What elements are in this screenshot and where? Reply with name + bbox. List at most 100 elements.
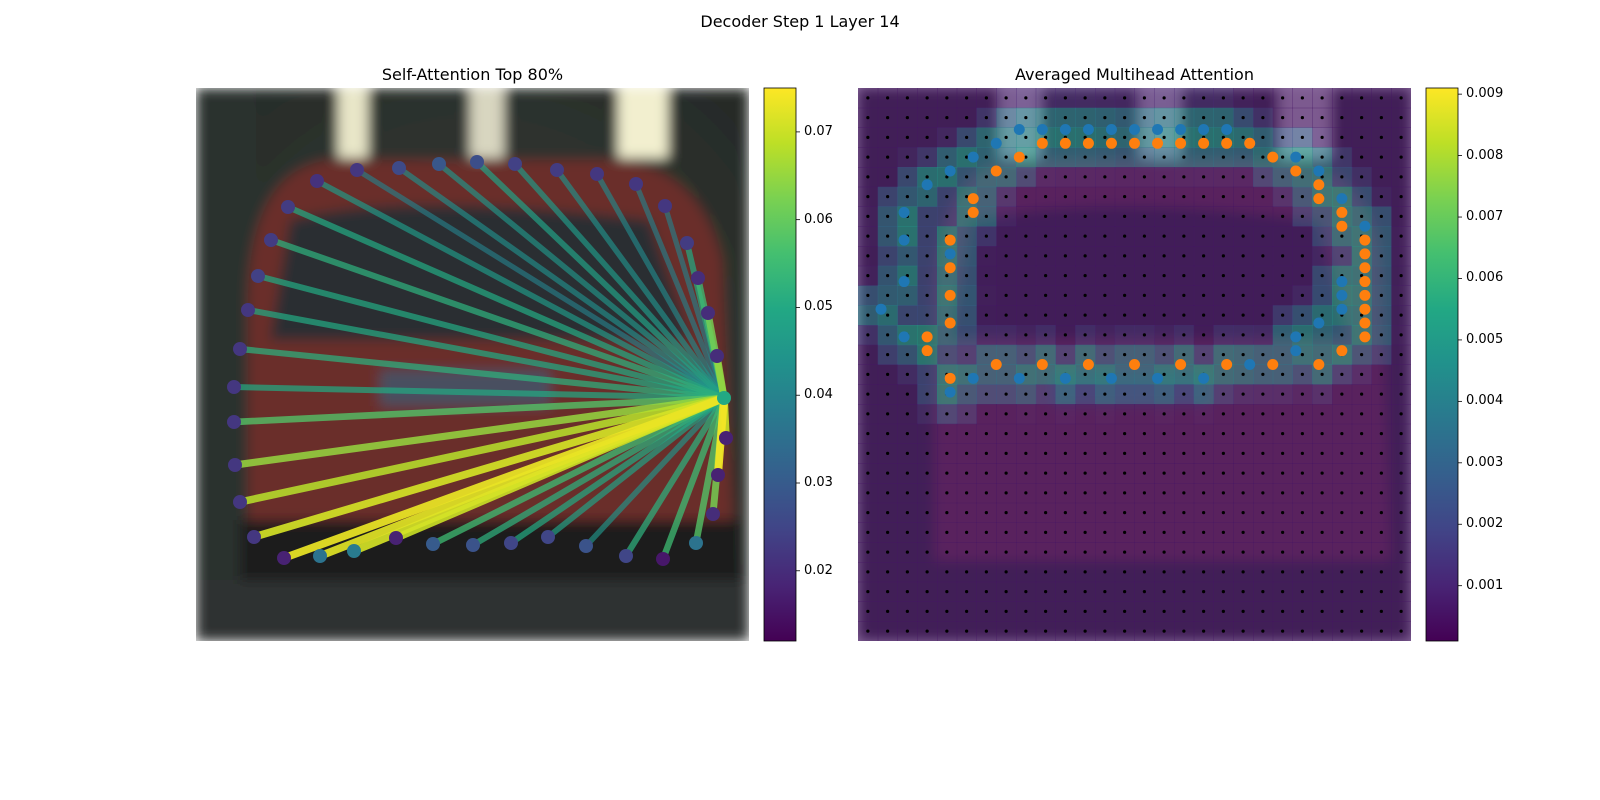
grid-dot [1241,530,1245,534]
grid-dot [866,609,870,613]
orange-point [921,345,933,357]
grid-dot [1063,432,1067,436]
grid-dot [925,491,929,495]
contour-point [680,236,694,250]
grid-dot [1221,451,1225,455]
grid-dot [1202,116,1206,120]
grid-dot [1399,550,1403,554]
grid-dot [1182,372,1186,376]
grid-dot [866,195,870,199]
grid-dot [1261,530,1265,534]
blue-point [1175,123,1187,135]
grid-dot [1123,550,1127,554]
grid-dot [1004,293,1008,297]
grid-dot [1281,155,1285,159]
grid-dot [1221,372,1225,376]
grid-dot [925,175,929,179]
grid-dot [886,609,890,613]
grid-dot [866,491,870,495]
blue-point [1313,317,1325,329]
grid-dot [1063,530,1067,534]
grid-dot [1024,116,1028,120]
grid-dot [1221,214,1225,218]
grid-dot [965,530,969,534]
contour-point [389,531,403,545]
grid-dot [1379,590,1383,594]
blue-point [1221,123,1233,135]
grid-dot [1063,234,1067,238]
grid-dot [1162,629,1166,633]
grid-dot [1241,135,1245,139]
grid-dot [1360,96,1364,100]
orange-point [1221,137,1233,149]
grid-dot [1063,313,1067,317]
grid-dot [866,96,870,100]
grid-dot [1123,511,1127,515]
grid-dot [886,491,890,495]
grid-dot [1142,550,1146,554]
orange-point [1359,276,1371,288]
grid-dot [1241,353,1245,357]
grid-dot [1281,96,1285,100]
grid-dot [1360,432,1364,436]
grid-dot [1162,412,1166,416]
grid-dot [1142,274,1146,278]
grid-dot [1399,293,1403,297]
grid-dot [1300,451,1304,455]
contour-point [251,269,265,283]
grid-dot [1340,254,1344,258]
grid-dot [1123,392,1127,396]
grid-dot [1182,96,1186,100]
grid-dot [945,432,949,436]
grid-dot [1103,254,1107,258]
orange-point [944,234,956,246]
grid-dot [1241,372,1245,376]
grid-dot [1202,392,1206,396]
grid-dot [1320,116,1324,120]
blue-point [921,179,933,191]
blue-point [898,276,910,288]
grid-dot [1063,333,1067,337]
grid-dot [1221,530,1225,534]
grid-dot [1320,609,1324,613]
grid-dot [1261,629,1265,633]
grid-dot [1221,412,1225,416]
grid-dot [1162,234,1166,238]
blue-point [1082,123,1094,135]
orange-point [990,359,1002,370]
grid-dot [984,313,988,317]
grid-dot [1379,491,1383,495]
grid-dot [1142,629,1146,633]
grid-dot [1320,432,1324,436]
grid-dot [1399,432,1403,436]
grid-dot [886,392,890,396]
grid-dot [1024,511,1028,515]
contour-point [691,271,705,285]
grid-dot [1083,392,1087,396]
grid-dot [1004,412,1008,416]
grid-dot [1241,511,1245,515]
blue-point [1336,289,1348,301]
grid-dot [1399,155,1403,159]
grid-dot [1044,392,1048,396]
grid-dot [1044,155,1048,159]
grid-dot [1162,570,1166,574]
grid-dot [1221,195,1225,199]
contour-point [550,163,564,177]
contour-point [277,551,291,565]
grid-dot [1004,135,1008,139]
grid-dot [1004,254,1008,258]
grid-dot [1320,372,1324,376]
blue-point [1290,345,1302,357]
grid-dot [866,412,870,416]
grid-dot [945,195,949,199]
grid-dot [1281,333,1285,337]
grid-dot [925,254,929,258]
grid-dot [1379,629,1383,633]
grid-dot [965,293,969,297]
grid-dot [1202,214,1206,218]
grid-dot [1241,333,1245,337]
grid-dot [1182,353,1186,357]
grid-dot [1162,293,1166,297]
grid-dot [1300,609,1304,613]
